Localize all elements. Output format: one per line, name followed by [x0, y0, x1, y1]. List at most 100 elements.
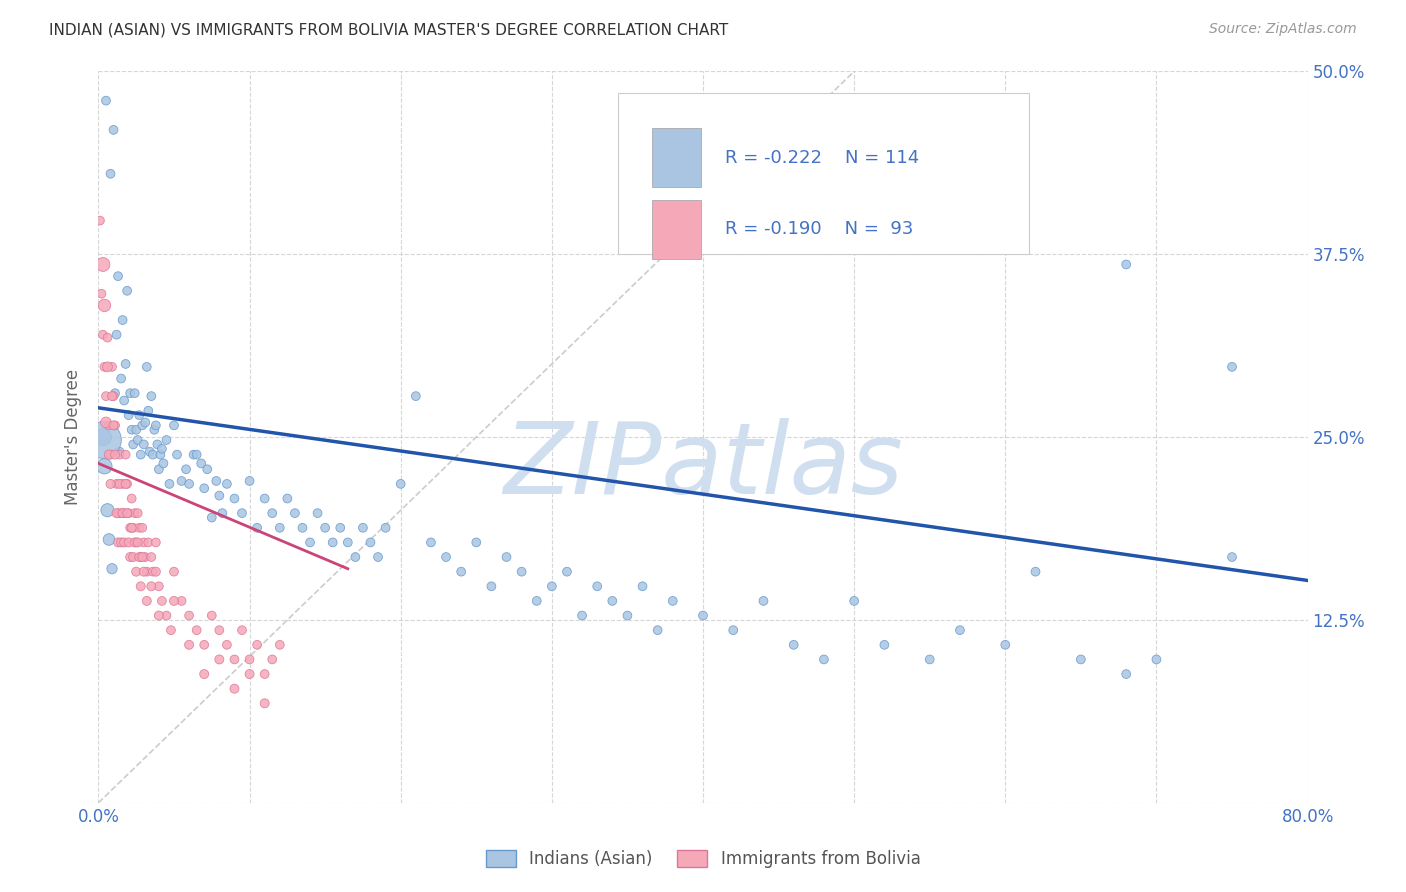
Point: [129, 579, 152, 593]
Point: [183, 448, 205, 462]
Point: [96, 359, 118, 374]
Point: [253, 667, 276, 681]
Point: [1070, 652, 1092, 666]
Point: [246, 521, 269, 535]
Point: [155, 433, 177, 447]
Point: [783, 638, 806, 652]
Point: [93, 359, 115, 374]
Point: [201, 510, 224, 524]
Point: [450, 565, 472, 579]
Point: [91, 433, 114, 447]
Point: [132, 565, 155, 579]
Point: [104, 418, 127, 433]
Point: [723, 623, 745, 637]
Point: [495, 549, 517, 564]
Point: [526, 594, 548, 608]
Point: [94, 416, 117, 430]
Point: [195, 462, 218, 476]
Point: [91, 430, 114, 444]
Point: [239, 667, 262, 681]
Point: [314, 521, 336, 535]
Point: [94, 389, 117, 403]
Point: [994, 638, 1017, 652]
Point: [103, 123, 125, 137]
Point: [211, 506, 233, 520]
Point: [136, 535, 159, 549]
Point: [246, 638, 269, 652]
Point: [107, 535, 129, 549]
Point: [101, 359, 124, 374]
Point: [114, 476, 136, 491]
Point: [93, 298, 115, 312]
Point: [90, 286, 112, 301]
Point: [208, 489, 231, 503]
Point: [389, 476, 412, 491]
Point: [322, 535, 344, 549]
Point: [481, 579, 503, 593]
Point: [96, 503, 118, 517]
Point: [152, 457, 174, 471]
Point: [110, 506, 132, 520]
Point: [132, 437, 155, 451]
Point: [145, 418, 167, 433]
Point: [146, 437, 169, 451]
Point: [1024, 565, 1046, 579]
Text: R = -0.222    N = 114: R = -0.222 N = 114: [724, 149, 920, 167]
Point: [142, 448, 165, 462]
Point: [344, 549, 367, 564]
Point: [224, 681, 246, 696]
Point: [98, 448, 121, 462]
Point: [352, 521, 374, 535]
Point: [434, 549, 457, 564]
Point: [231, 506, 253, 520]
Point: [465, 535, 488, 549]
Point: [108, 476, 131, 491]
Point: [101, 562, 124, 576]
Point: [193, 638, 215, 652]
Point: [131, 549, 153, 564]
Point: [122, 521, 145, 535]
Point: [129, 549, 152, 564]
Point: [120, 521, 142, 535]
Point: [148, 579, 170, 593]
Point: [131, 418, 153, 433]
Point: [105, 506, 128, 520]
Text: ZIPatlas: ZIPatlas: [503, 417, 903, 515]
Point: [190, 457, 212, 471]
Point: [1220, 359, 1243, 374]
Point: [96, 330, 118, 344]
Point: [291, 521, 314, 535]
Point: [661, 594, 683, 608]
Point: [166, 448, 188, 462]
Point: [262, 652, 284, 666]
Point: [873, 638, 896, 652]
Y-axis label: Master's Degree: Master's Degree: [65, 369, 83, 505]
Point: [367, 549, 389, 564]
Point: [110, 371, 132, 385]
Point: [160, 623, 183, 637]
Point: [134, 416, 156, 430]
Point: [125, 423, 148, 437]
Point: [114, 357, 136, 371]
Point: [128, 549, 150, 564]
Point: [1115, 257, 1137, 271]
Point: [121, 491, 143, 506]
Point: [141, 549, 163, 564]
Point: [239, 474, 262, 488]
Point: [193, 481, 215, 495]
Point: [115, 506, 138, 520]
Point: [131, 521, 153, 535]
Point: [170, 594, 193, 608]
Point: [149, 448, 172, 462]
Point: [360, 535, 382, 549]
Point: [112, 506, 135, 520]
Point: [100, 167, 122, 181]
Point: [602, 594, 624, 608]
Point: [121, 423, 143, 437]
Point: [159, 476, 181, 491]
Point: [104, 386, 127, 401]
Point: [145, 565, 167, 579]
Point: [540, 579, 562, 593]
Point: [143, 423, 166, 437]
Point: [105, 327, 128, 342]
